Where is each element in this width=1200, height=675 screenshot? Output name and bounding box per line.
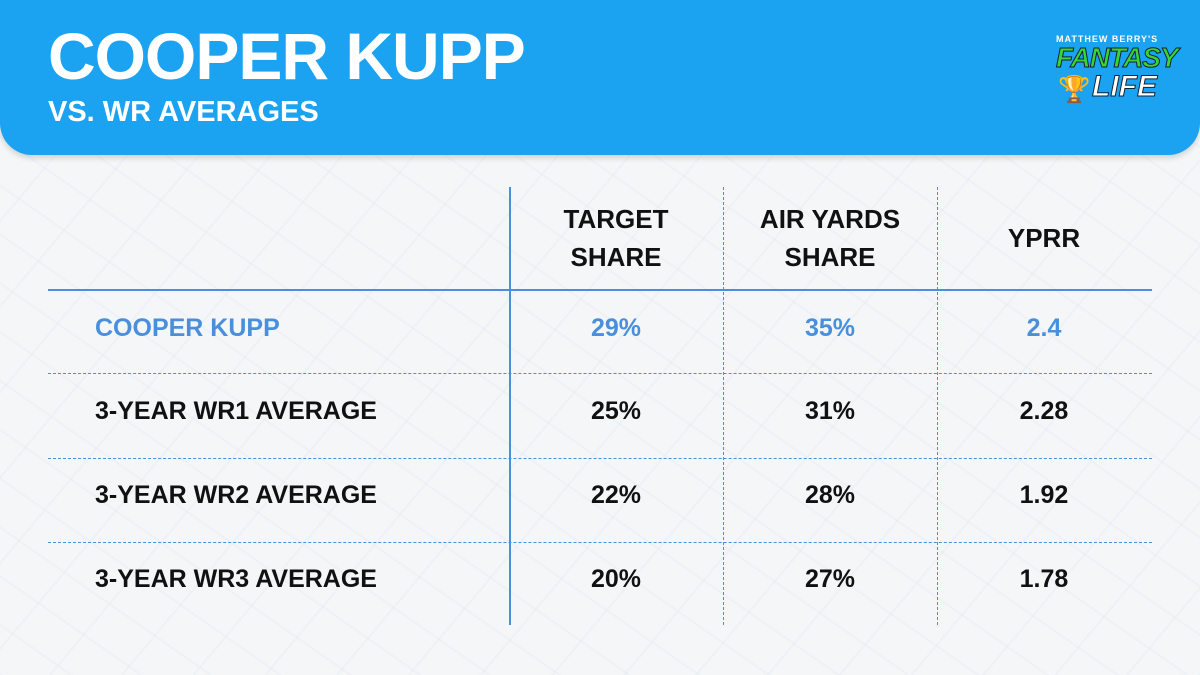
column-divider: [509, 187, 511, 625]
header-banner: COOPER KUPP VS. WR AVERAGES MATTHEW BERR…: [0, 0, 1200, 155]
column-header: TARGET SHARE: [516, 200, 716, 276]
table-cell: 2.4: [1026, 314, 1062, 342]
table-cell: 2.28: [1019, 397, 1069, 425]
column-header-line: SHARE: [784, 242, 876, 272]
column-header-line: AIR YARDS: [759, 204, 901, 234]
page-title: COOPER KUPP: [48, 19, 526, 93]
row-label: 3-YEAR WR2 AVERAGE: [95, 481, 377, 509]
table-cell: 29%: [590, 314, 642, 342]
logo-bottom-text: LIFE: [1092, 70, 1158, 104]
row-label: 3-YEAR WR1 AVERAGE: [95, 397, 377, 425]
column-header: YPRR: [944, 219, 1144, 257]
row-label: 3-YEAR WR3 AVERAGE: [95, 565, 377, 593]
row-divider: [48, 542, 1152, 543]
table-cell: 1.78: [1019, 565, 1069, 593]
table-cell: 25%: [590, 397, 642, 425]
header-divider: [48, 289, 1152, 291]
fantasy-life-logo: MATTHEW BERRY'S FANTASY 🏆 LIFE: [1052, 34, 1180, 106]
column-header-line: TARGET: [563, 204, 669, 234]
table-cell: 27%: [804, 565, 856, 593]
trophy-icon: 🏆: [1058, 74, 1091, 104]
table-cell: 1.92: [1019, 481, 1069, 509]
table-cell: 28%: [804, 481, 856, 509]
column-header-line: SHARE: [570, 242, 662, 272]
table-cell: 35%: [804, 314, 856, 342]
table-cell: 31%: [804, 397, 856, 425]
row-label: COOPER KUPP: [95, 314, 280, 342]
row-divider: [48, 458, 1152, 459]
column-divider: [937, 187, 938, 625]
row-divider: [48, 373, 1152, 374]
page-subtitle: VS. WR AVERAGES: [48, 96, 319, 128]
table-cell: 22%: [590, 481, 642, 509]
logo-middle-text: FANTASY: [1056, 42, 1180, 74]
column-divider: [723, 187, 724, 625]
table-cell: 20%: [590, 565, 642, 593]
column-header-line: YPRR: [1007, 223, 1081, 253]
logo-top-text: MATTHEW BERRY'S: [1056, 34, 1159, 44]
column-header: AIR YARDS SHARE: [730, 200, 930, 276]
